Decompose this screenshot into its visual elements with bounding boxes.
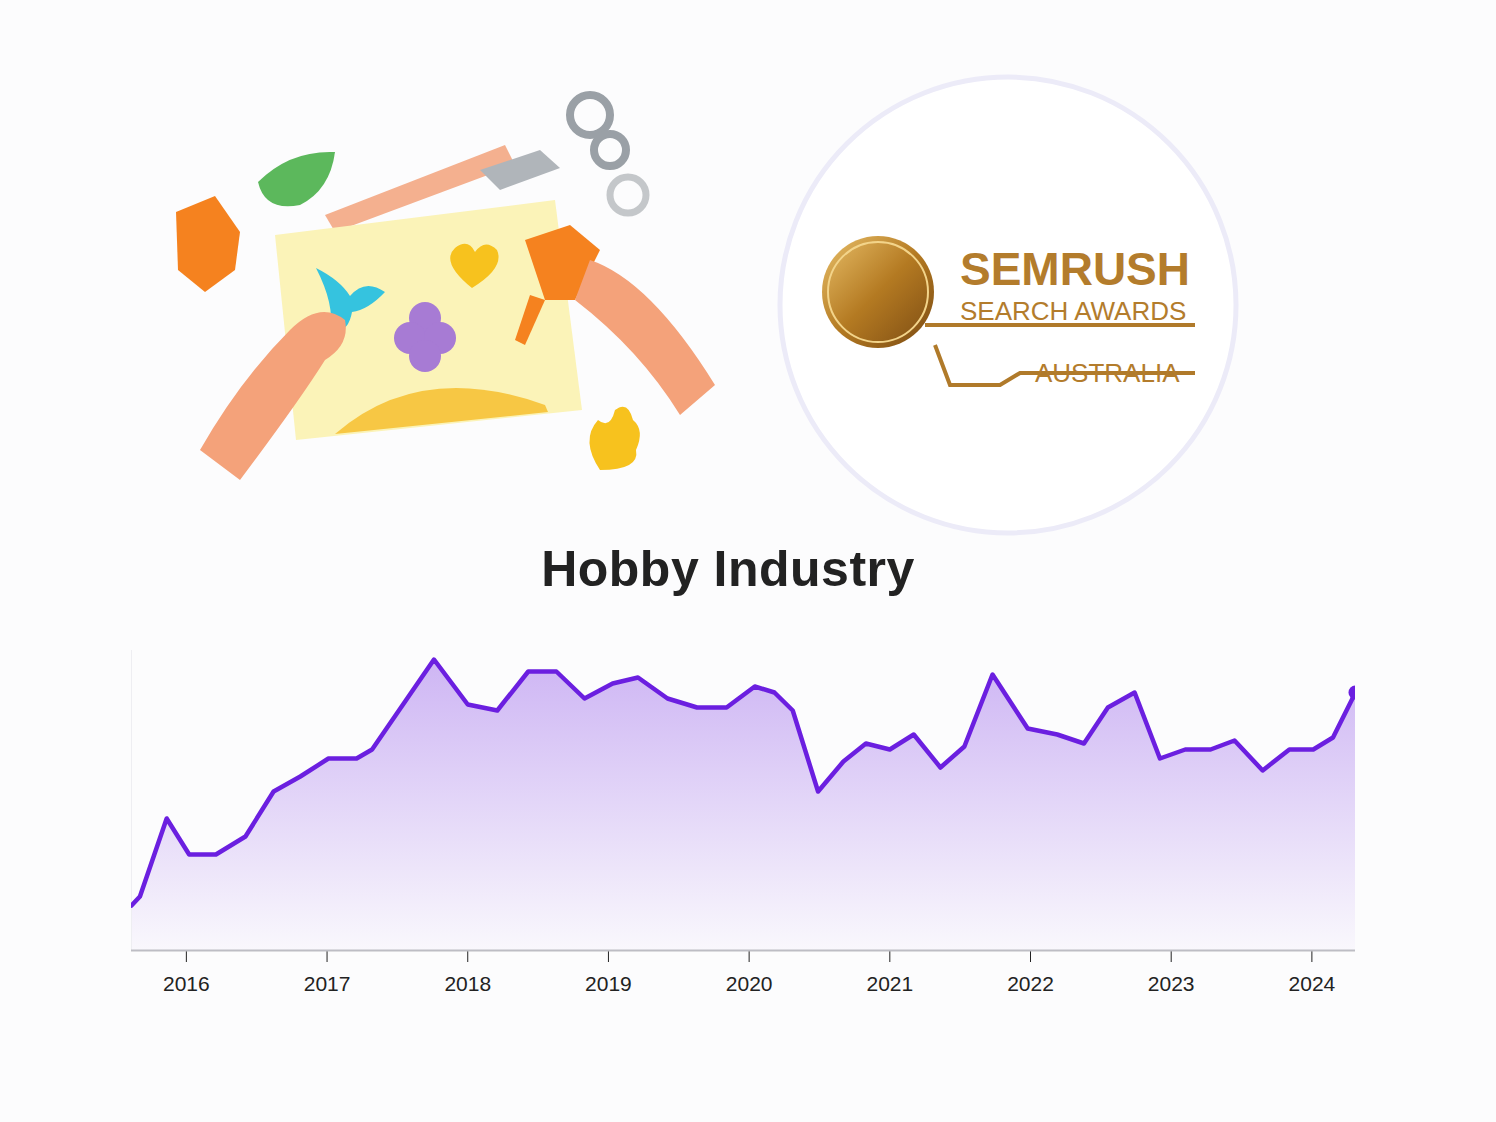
svg-text:2020: 2020 <box>726 972 773 995</box>
svg-text:2022: 2022 <box>1007 972 1054 995</box>
svg-text:2018: 2018 <box>444 972 491 995</box>
svg-text:AUSTRALIA: AUSTRALIA <box>1035 358 1180 388</box>
svg-text:SEMRUSH: SEMRUSH <box>960 243 1190 295</box>
svg-text:2016: 2016 <box>163 972 210 995</box>
svg-text:2021: 2021 <box>866 972 913 995</box>
svg-text:2019: 2019 <box>585 972 632 995</box>
html-text:Hobby Industry: Hobby Industry <box>541 541 915 597</box>
svg-text:SEARCH AWARDS: SEARCH AWARDS <box>960 296 1186 326</box>
svg-text:2017: 2017 <box>304 972 351 995</box>
svg-text:2023: 2023 <box>1148 972 1195 995</box>
svg-text:2024: 2024 <box>1289 972 1336 995</box>
